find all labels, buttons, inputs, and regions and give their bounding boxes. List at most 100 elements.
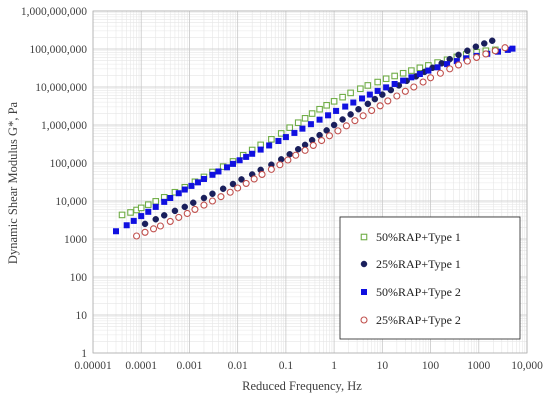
x-tick-label: 0.00001: [74, 360, 112, 372]
data-point: [309, 141, 317, 149]
data-point: [472, 43, 480, 50]
legend-label: 50%RAP+Type 2: [376, 285, 461, 299]
y-tick-label: 10: [76, 310, 88, 322]
data-point: [416, 64, 424, 72]
data-point: [491, 47, 499, 55]
data-point: [266, 142, 273, 149]
data-point: [282, 134, 289, 141]
y-tick-label: 1000: [64, 234, 87, 246]
x-tick-label: 0.001: [177, 360, 203, 372]
data-point: [217, 193, 225, 201]
data-point: [130, 217, 137, 224]
data-point: [118, 211, 126, 219]
legend-label: 50%RAP+Type 1: [376, 230, 461, 244]
data-point: [501, 44, 509, 52]
data-point: [382, 75, 390, 83]
data-point: [141, 228, 149, 236]
legend-marker: [360, 316, 368, 324]
data-point: [416, 70, 423, 77]
data-point: [299, 125, 306, 132]
data-point: [229, 160, 236, 167]
data-point: [307, 121, 314, 128]
x-tick-label: 10: [377, 360, 389, 372]
data-point: [464, 47, 471, 54]
data-point: [249, 150, 256, 157]
data-point: [454, 61, 463, 69]
data-point: [160, 212, 168, 219]
data-point: [190, 199, 197, 206]
data-point: [391, 80, 398, 87]
legend-label: 25%RAP+Type 2: [376, 313, 461, 327]
data-point: [355, 105, 362, 113]
data-point: [455, 51, 462, 59]
legend-item: 50%RAP+Type 2: [361, 285, 461, 299]
data-point: [427, 74, 435, 82]
data-point: [316, 116, 323, 123]
x-tick-label: 1: [331, 360, 337, 372]
data-point: [400, 77, 407, 84]
data-point: [342, 103, 349, 110]
data-point: [371, 95, 379, 103]
y-axis-tick-labels: 1 10 100 1000 10,000 100,000 1,000,000 10,000,0…: [21, 6, 87, 360]
data-point: [181, 203, 189, 211]
data-point: [276, 161, 284, 169]
legend-label: 25%RAP+Type 1: [376, 257, 461, 271]
y-tick-label: 100: [70, 272, 88, 284]
x-axis-tick-labels: 0.00001 0.0001 0.001 0.01 0.1 1 10 100 1000 10,00…: [74, 360, 543, 372]
data-point: [208, 197, 217, 205]
data-point: [383, 84, 390, 91]
data-point: [308, 110, 316, 117]
y-tick-label: 1: [81, 348, 87, 360]
data-point: [359, 112, 367, 120]
data-point: [127, 209, 134, 216]
data-point: [194, 179, 201, 186]
data-point: [188, 182, 195, 189]
data-point: [267, 165, 275, 173]
data-point: [323, 101, 330, 109]
data-point: [364, 100, 372, 108]
data-point: [277, 130, 285, 137]
legend-marker: [360, 260, 368, 268]
data-point: [419, 78, 427, 86]
y-tick-label: 100,000,000: [30, 44, 88, 56]
data-point: [144, 201, 152, 208]
data-point: [481, 40, 488, 47]
data-point: [330, 121, 338, 129]
data-point: [219, 185, 227, 193]
legend-item: 25%RAP+Type 2: [360, 313, 461, 327]
data-point: [292, 151, 300, 159]
data-point: [333, 107, 340, 114]
data-point: [463, 57, 471, 65]
data-point: [242, 179, 250, 187]
data-point: [379, 91, 386, 98]
data-point: [364, 82, 372, 89]
x-tick-label: 0.0001: [125, 360, 157, 372]
data-point: [350, 99, 357, 106]
data-point: [316, 105, 323, 113]
data-point: [152, 198, 160, 205]
data-point: [391, 72, 398, 80]
y-axis-title: Dynamic Shear Modulus G*, Pa: [6, 101, 20, 264]
data-point: [175, 213, 183, 221]
data-point: [229, 180, 237, 188]
data-point: [342, 122, 350, 130]
legend: 50%RAP+Type 1 25%RAP+Type 1 50%RAP+Type 2 2…: [339, 216, 521, 340]
data-point: [132, 232, 141, 240]
data-point: [408, 74, 415, 81]
data-point: [318, 136, 326, 145]
data-point: [325, 132, 333, 140]
data-point: [393, 92, 401, 100]
data-point: [223, 164, 230, 171]
series-3: [113, 45, 516, 235]
data-point: [401, 87, 409, 95]
data-point: [473, 53, 481, 61]
data-point: [181, 186, 188, 193]
series-4: [132, 44, 509, 240]
data-point: [137, 204, 145, 212]
data-point: [399, 69, 407, 77]
data-point: [368, 107, 376, 115]
data-point: [301, 146, 309, 154]
data-point: [410, 83, 418, 91]
data-point: [347, 111, 354, 118]
